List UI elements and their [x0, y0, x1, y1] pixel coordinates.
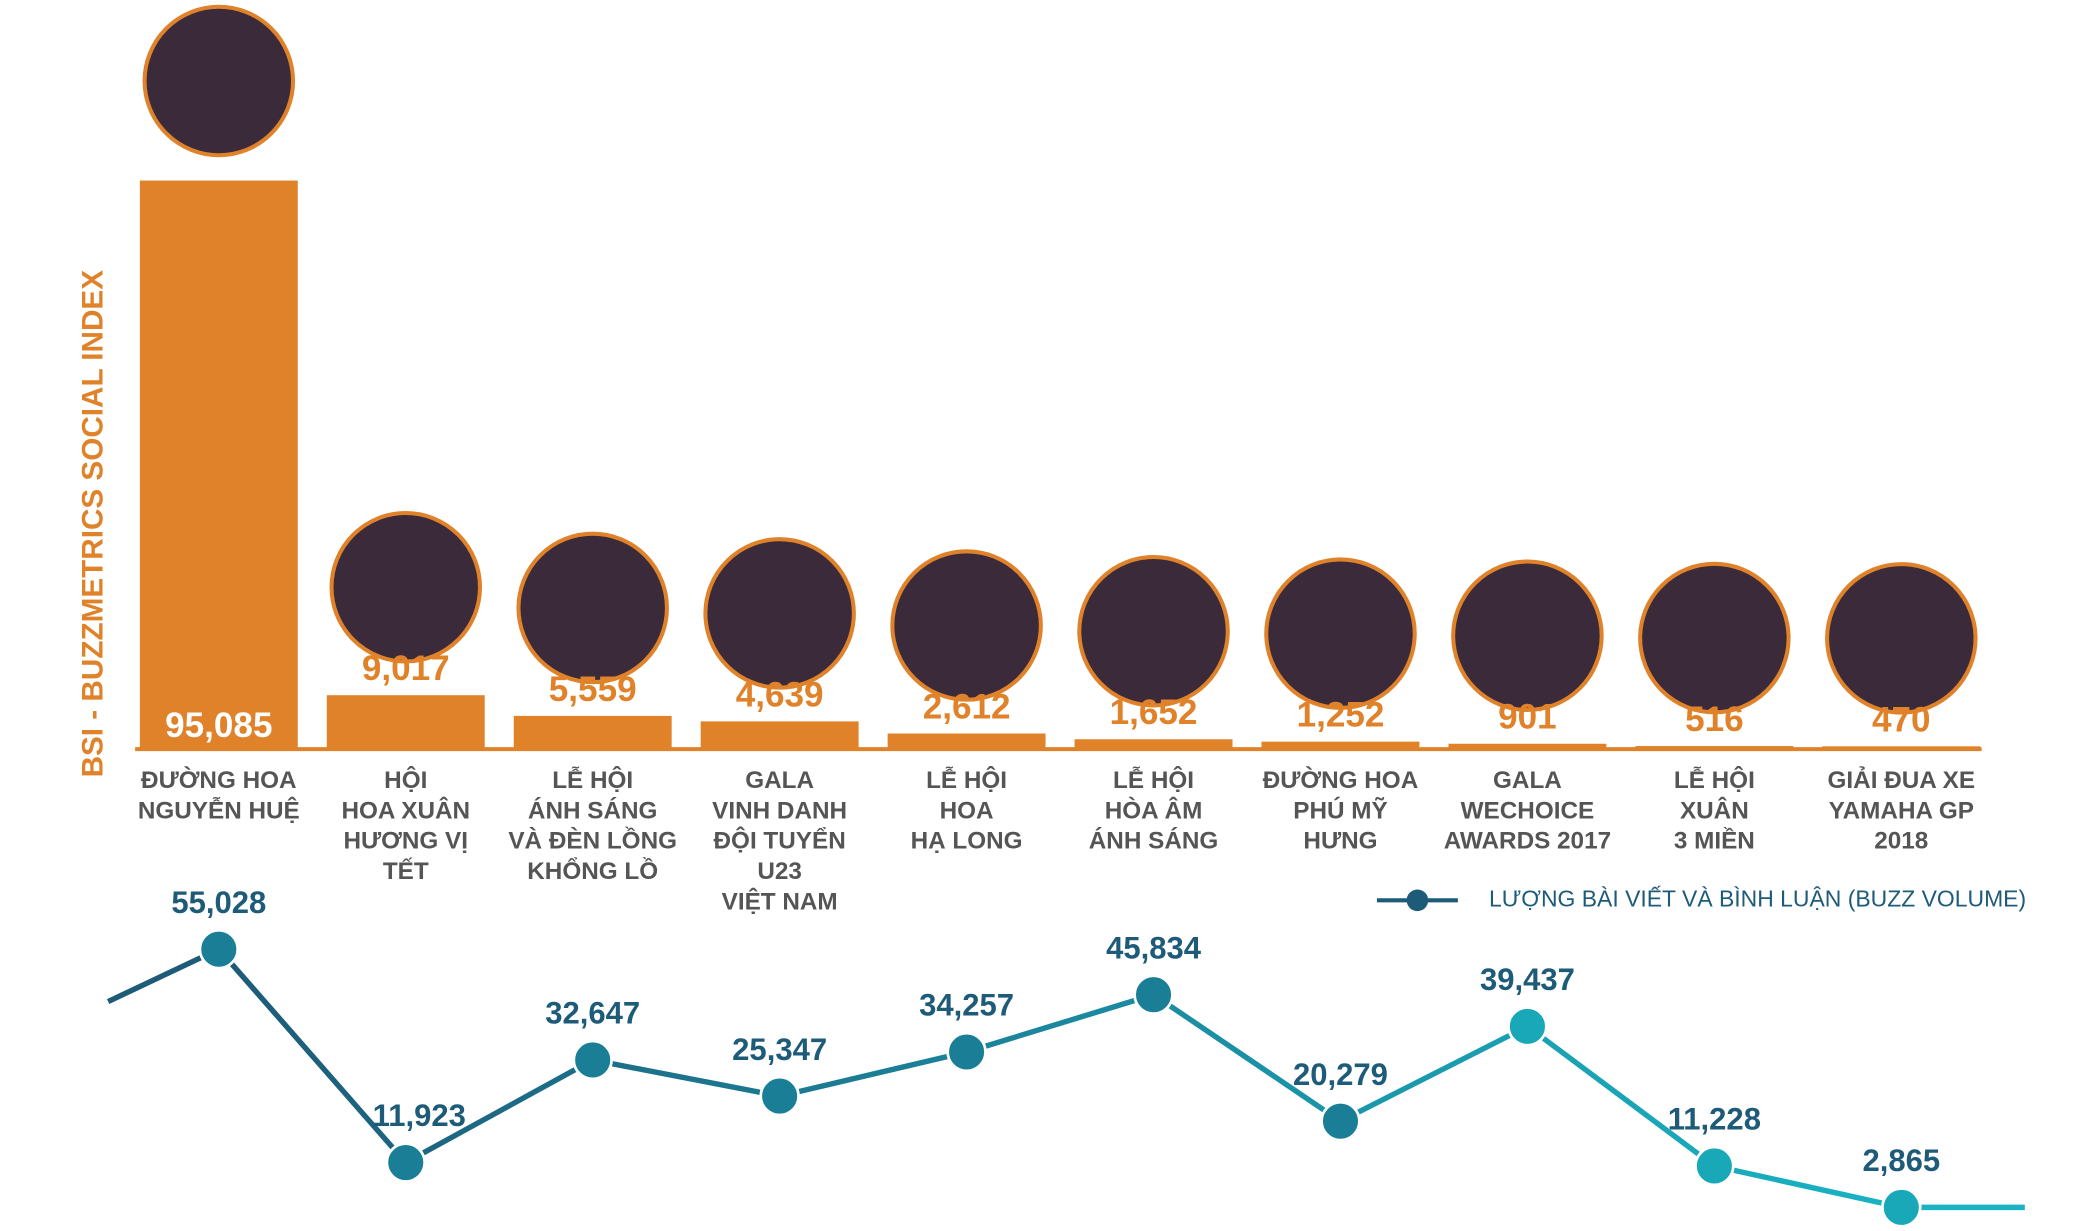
event-image — [1077, 555, 1230, 708]
category-label: WECHOICE — [1461, 797, 1595, 824]
value-label: 901 — [1498, 698, 1557, 737]
category-label: HỘI — [384, 766, 427, 794]
line-value-label: 11,228 — [1668, 1102, 1761, 1137]
category-label: ĐƯỜNG HOA — [141, 766, 297, 794]
y-axis-label: BSI - BUZZMETRICS SOCIAL INDEX — [76, 270, 109, 778]
line-marker — [1320, 1100, 1361, 1142]
line-marker — [1694, 1145, 1735, 1187]
category-label: HƯNG — [1303, 828, 1377, 855]
category-label: LỄ HỘI — [926, 765, 1007, 794]
category-label: HOA — [940, 797, 994, 824]
event-image — [1825, 562, 1978, 715]
line-value-label: 11,923 — [373, 1098, 466, 1133]
category-label: 2018 — [1874, 828, 1928, 855]
event-image — [329, 510, 483, 664]
line-marker — [1133, 974, 1174, 1015]
value-label: 2,612 — [923, 687, 1011, 726]
line-value-label: 25,347 — [732, 1032, 827, 1067]
value-label: 470 — [1872, 700, 1931, 739]
category-label: HÒA ÂM — [1105, 796, 1203, 824]
bar — [513, 715, 672, 750]
value-label: 4,639 — [736, 675, 824, 714]
line-marker — [1507, 1006, 1548, 1047]
value-label: 516 — [1685, 700, 1744, 739]
category-label: GIẢI ĐUA XE — [1828, 765, 1976, 794]
legend-marker — [1406, 889, 1429, 912]
line-lead — [106, 946, 220, 1004]
category-label: GALA — [1493, 767, 1562, 794]
category-label: YAMAHA GP — [1829, 797, 1974, 824]
buzz-line — [216, 947, 1902, 1211]
bar — [1822, 746, 1981, 750]
line-value-label: 32,647 — [545, 996, 640, 1031]
bar — [1635, 746, 1794, 750]
line-value-label: 55,028 — [171, 885, 266, 920]
event-image — [1638, 561, 1791, 715]
category-label: AWARDS 2017 — [1444, 828, 1611, 855]
line-value-label: 34,257 — [919, 988, 1014, 1023]
category-label: ÁNH SÁNG — [528, 796, 658, 824]
category-label: VIỆT NAM — [722, 887, 838, 915]
category-label: HOA XUÂN — [341, 796, 470, 824]
category-label: HƯƠNG VỊ — [343, 828, 468, 855]
category-label: KHỔNG LỒ — [527, 857, 658, 885]
category-label: PHÚ MỸ — [1293, 796, 1387, 824]
bar — [1261, 741, 1420, 750]
line-marker — [759, 1075, 800, 1117]
event-image — [1264, 557, 1417, 710]
bar — [1448, 743, 1607, 750]
bar — [1074, 739, 1233, 750]
event-image — [703, 537, 856, 690]
category-label: 3 MIỀN — [1674, 827, 1755, 855]
event-image — [890, 549, 1043, 702]
value-label: 9,017 — [362, 649, 450, 688]
line-value-label: 39,437 — [1480, 962, 1575, 997]
bar — [887, 733, 1046, 750]
category-label: HẠ LONG — [911, 828, 1023, 855]
category-label: VINH DANH — [712, 797, 847, 824]
category-label: VÀ ĐÈN LỒNG — [508, 827, 677, 855]
line-marker — [572, 1039, 613, 1081]
value-label: 5,559 — [549, 670, 637, 709]
bar — [326, 695, 485, 750]
line-value-label: 20,279 — [1293, 1057, 1388, 1092]
event-image — [1451, 559, 1604, 713]
line-value-label: 2,865 — [1862, 1143, 1940, 1178]
legend-label: LƯỢNG BÀI VIẾT VÀ BÌNH LUẬN (BUZZ VOLUME… — [1489, 885, 2026, 911]
category-label: LỄ HỘI — [552, 765, 633, 794]
line-value-label: 45,834 — [1106, 930, 1202, 965]
bar — [700, 721, 859, 750]
category-label: ĐƯỜNG HOA — [1263, 766, 1419, 794]
category-label: ĐỘI TUYỂN — [714, 827, 846, 855]
category-label: LỄ HỘI — [1674, 765, 1755, 794]
value-label: 1,252 — [1297, 696, 1385, 735]
value-label: 95,085 — [165, 706, 272, 745]
bar — [139, 180, 298, 750]
event-image — [142, 4, 296, 158]
event-image — [516, 531, 669, 685]
line-marker — [385, 1142, 426, 1183]
category-label: GALA — [745, 767, 814, 794]
category-label: NGUYỄN HUỆ — [138, 795, 300, 824]
category-label: ÁNH SÁNG — [1089, 827, 1219, 855]
line-marker — [1881, 1187, 1922, 1228]
value-label: 1,652 — [1110, 693, 1198, 732]
category-label: U23 — [757, 858, 802, 885]
line-marker — [198, 928, 240, 970]
line-marker — [946, 1031, 987, 1073]
category-label: XUÂN — [1680, 796, 1749, 824]
category-label: TẾT — [383, 857, 429, 885]
category-label: LỄ HỘI — [1113, 765, 1194, 794]
